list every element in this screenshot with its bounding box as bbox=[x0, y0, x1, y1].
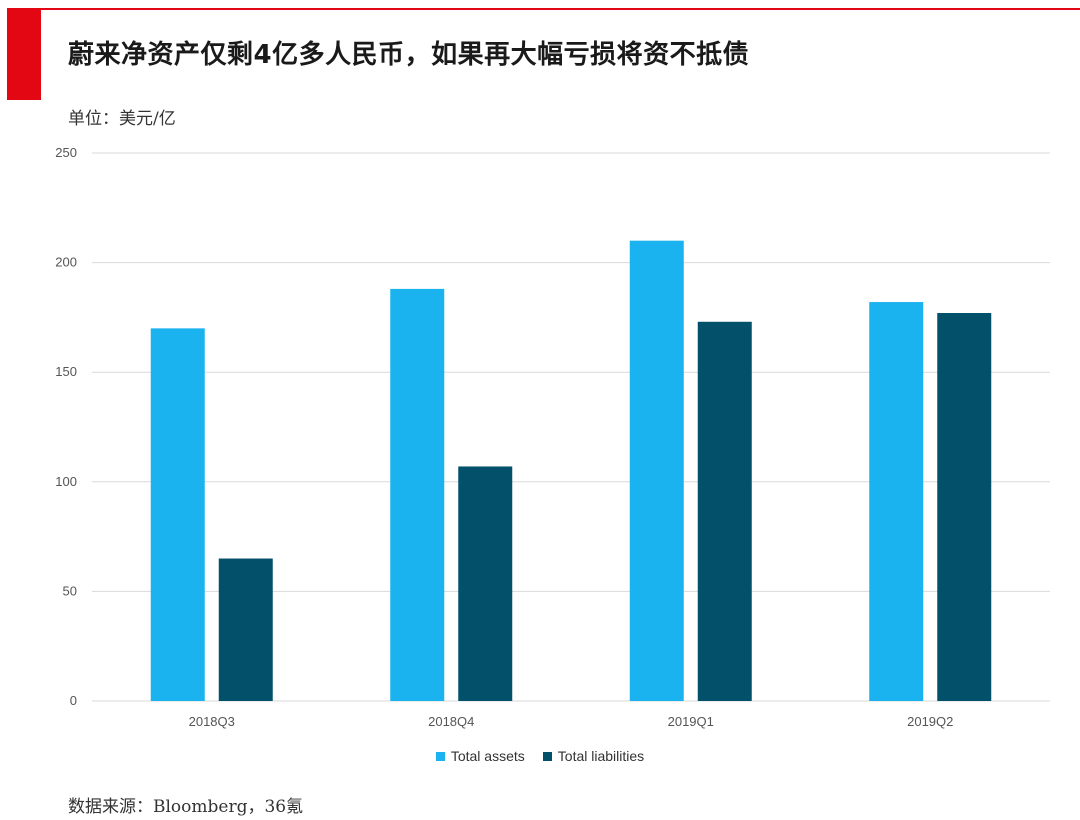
bar-total-assets-2019Q2 bbox=[869, 302, 924, 701]
y-tick-label: 150 bbox=[55, 364, 77, 379]
title-accent-block bbox=[7, 8, 41, 100]
unit-label: 单位：美元/亿 bbox=[68, 109, 176, 129]
x-tick-label: 2019Q1 bbox=[668, 714, 714, 729]
y-tick-label: 0 bbox=[70, 693, 77, 708]
title-accent-line bbox=[41, 8, 1080, 10]
legend-item-total-liabilities: Total liabilities bbox=[542, 748, 645, 764]
x-axis-ticks: 2018Q3 2018Q4 2019Q1 2019Q2 bbox=[189, 714, 954, 729]
bar-total-liabilities-2018Q3 bbox=[218, 558, 273, 701]
x-tick-label: 2019Q2 bbox=[907, 714, 953, 729]
y-axis-ticks: 0 50 100 150 200 250 bbox=[55, 145, 77, 708]
legend-label-total-liabilities: Total liabilities bbox=[557, 748, 645, 764]
bars bbox=[150, 240, 992, 701]
legend-swatch-total-liabilities bbox=[542, 751, 552, 761]
y-tick-label: 250 bbox=[55, 145, 77, 160]
y-tick-label: 50 bbox=[63, 583, 77, 598]
chart-title: 蔚来净资产仅剩4亿多人民币，如果再大幅亏损将资不抵债 bbox=[68, 40, 750, 70]
x-tick-label: 2018Q3 bbox=[189, 714, 235, 729]
legend-label-total-assets: Total assets bbox=[450, 748, 525, 764]
data-source: 数据来源：Bloomberg，36氪 bbox=[68, 797, 304, 817]
bar-total-liabilities-2019Q1 bbox=[697, 321, 752, 701]
bar-total-liabilities-2018Q4 bbox=[458, 466, 513, 701]
bar-total-assets-2018Q3 bbox=[150, 328, 205, 701]
y-tick-label: 100 bbox=[55, 474, 77, 489]
bar-total-assets-2019Q1 bbox=[629, 240, 684, 701]
y-tick-label: 200 bbox=[55, 255, 77, 270]
legend: Total assets Total liabilities bbox=[0, 748, 1080, 764]
bar-total-liabilities-2019Q2 bbox=[937, 313, 992, 701]
x-tick-label: 2018Q4 bbox=[428, 714, 474, 729]
legend-swatch-total-assets bbox=[435, 751, 445, 761]
legend-item-total-assets: Total assets bbox=[435, 748, 525, 764]
bar-total-assets-2018Q4 bbox=[390, 288, 445, 701]
